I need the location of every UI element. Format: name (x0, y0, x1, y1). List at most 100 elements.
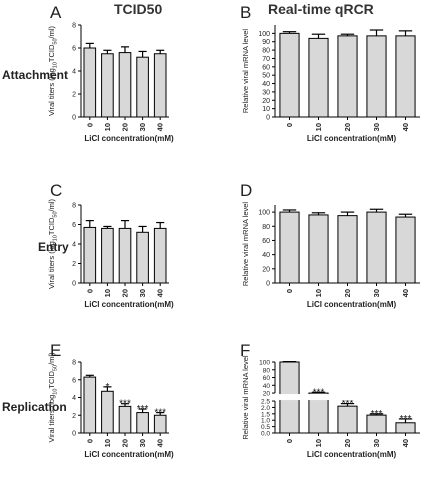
y-tick-label-f-8: 60 (263, 375, 271, 382)
y-tick-label-d-5: 100 (258, 210, 270, 217)
x-tick-label-e-2: 20 (121, 439, 130, 447)
y-tick-label-f-6: 20 (263, 391, 271, 398)
column-title-qrcr: Real-time qRCR (268, 1, 374, 17)
bar-a-3 (136, 56, 149, 118)
bar-d-3 (366, 211, 387, 284)
y-tick-label-f-2: 1.0 (261, 418, 270, 425)
x-tick-label-a-4: 40 (156, 123, 165, 131)
significance-mark-e-4: *** (154, 408, 166, 419)
y-tick-label-a-3: 6 (72, 46, 76, 53)
y-tick-label-e-0: 0 (72, 431, 76, 438)
x-tick-label-e-0: 0 (85, 439, 94, 443)
y-axis-label-part-c-4: /ml) (47, 198, 56, 211)
y-tick-label-b-7: 70 (262, 56, 270, 63)
y-tick-label-c-0: 0 (72, 281, 76, 288)
column-title-tcid50: TCID50 (114, 1, 163, 17)
y-tick-label-b-10: 100 (258, 31, 270, 38)
bar-c-4 (153, 227, 167, 284)
y-tick-label-b-5: 50 (262, 73, 270, 80)
x-tick-label-a-3: 30 (138, 123, 147, 131)
x-tick-label-c-4: 40 (156, 289, 165, 297)
panel-letter-d: D (240, 181, 253, 200)
bar-d-1 (308, 214, 329, 284)
x-tick-label-c-3: 30 (138, 289, 147, 297)
bar-e-3 (136, 412, 149, 434)
y-tick-label-f-9: 80 (263, 367, 271, 374)
panel-letter-c: C (50, 181, 63, 200)
bar-a-4 (153, 53, 167, 118)
x-tick-label-b-1: 10 (314, 123, 323, 131)
y-tick-label-b-0: 0 (266, 115, 270, 122)
y-tick-label-a-0: 0 (72, 115, 76, 122)
y-axis-label-part-e-4: /ml) (47, 352, 56, 365)
significance-mark-e-2: *** (119, 399, 131, 410)
y-tick-label-f-1: 0.5 (261, 424, 270, 431)
y-axis-label-part-a-0: Viral titers (log (47, 68, 56, 116)
x-axis-label-e: LiCl concentration(mM) (84, 450, 174, 459)
y-axis-label-part-c-2: TCID (47, 217, 56, 235)
x-tick-label-b-0: 0 (285, 123, 294, 127)
bar-d-4 (395, 216, 416, 284)
x-tick-label-b-2: 20 (343, 123, 352, 131)
panel-letter-f: F (240, 341, 251, 360)
row-title-replication: Replication (2, 400, 67, 414)
x-tick-label-f-3: 30 (372, 439, 381, 447)
y-axis-label-f: Relative viral mRNA level (241, 355, 250, 440)
x-tick-label-f-4: 40 (401, 439, 410, 447)
panel-letter-b: B (240, 3, 252, 22)
bar-f-2 (337, 405, 358, 434)
x-tick-label-a-2: 20 (121, 123, 130, 131)
x-tick-label-d-1: 10 (314, 289, 323, 297)
y-tick-label-f-7: 40 (263, 383, 271, 390)
bar-c-3 (136, 231, 149, 284)
y-tick-label-b-4: 40 (262, 81, 270, 88)
x-axis-label-c: LiCl concentration(mM) (84, 300, 174, 309)
bar-e-1 (101, 390, 114, 434)
bar-b-4 (395, 35, 416, 118)
y-axis-label-b: Relative viral mRNA level (241, 29, 250, 114)
y-tick-label-b-8: 80 (262, 48, 270, 55)
bar-d-2 (337, 215, 358, 284)
x-tick-label-f-2: 20 (343, 439, 352, 447)
y-tick-label-c-2: 4 (72, 242, 76, 249)
y-tick-label-e-2: 4 (72, 395, 76, 402)
y-axis-label-d: Relative viral mRNA level (241, 202, 250, 287)
chart-panel-e: 0 2 4 6 8 0 * 10 *** 20 *** 30 *** 40 LiCl concentrati… (47, 352, 174, 459)
y-tick-label-f-3: 1.5 (261, 411, 270, 418)
bar-b-3 (366, 35, 387, 118)
bar-a-0 (83, 47, 97, 118)
x-tick-label-c-0: 0 (85, 289, 94, 293)
significance-mark-f-1: *** (313, 387, 325, 398)
x-tick-label-c-1: 10 (103, 289, 112, 297)
y-tick-label-d-1: 20 (262, 266, 270, 273)
bar-a-2 (118, 52, 132, 118)
y-axis-label-part-a-2: TCID (47, 44, 56, 62)
y-tick-label-a-1: 2 (72, 92, 76, 99)
y-axis-label-part-a-1: 10 (53, 62, 59, 68)
y-tick-label-b-6: 60 (262, 64, 270, 71)
significance-mark-e-3: *** (137, 404, 149, 415)
y-tick-label-f-4: 2.0 (261, 405, 270, 412)
y-tick-label-d-4: 80 (262, 224, 270, 231)
y-tick-label-f-0: 0.0 (261, 431, 270, 438)
y-tick-label-a-4: 8 (72, 23, 76, 30)
y-tick-label-b-3: 30 (262, 89, 270, 96)
y-axis-label-part-a-4: /ml) (47, 25, 56, 38)
chart-panel-a: 0 2 4 6 8 0 10 20 30 40 LiCl concentration(mM) Vira… (47, 23, 174, 144)
y-tick-label-d-0: 0 (266, 281, 270, 288)
y-axis-label-e: Viral titers (log10TCID50/ml) (47, 352, 59, 443)
bar-c-0 (83, 226, 97, 284)
bar-c-1 (101, 227, 114, 284)
y-axis-label-c: Viral titers (log10TCID50/ml) (47, 198, 59, 289)
y-tick-label-c-4: 8 (72, 203, 76, 210)
x-tick-label-a-0: 0 (85, 123, 94, 127)
y-tick-label-a-2: 4 (72, 69, 76, 76)
bar-b-2 (337, 35, 358, 118)
y-tick-label-c-3: 6 (72, 222, 76, 229)
y-axis-label-part-e-2: TCID (47, 371, 56, 389)
x-tick-label-d-0: 0 (285, 289, 294, 293)
row-title-attachment: Attachment (2, 68, 69, 82)
y-axis-label-part-e-0: Viral titers (log (47, 395, 56, 443)
y-tick-label-b-9: 90 (262, 39, 270, 46)
